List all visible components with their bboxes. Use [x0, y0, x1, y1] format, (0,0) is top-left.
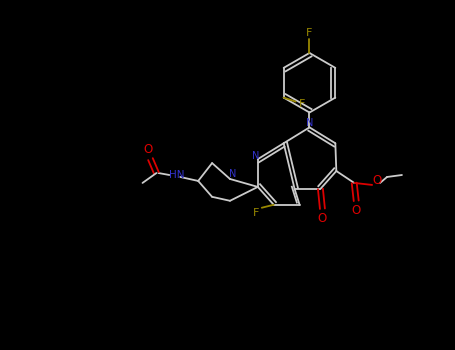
- Text: F: F: [299, 99, 306, 108]
- Text: N: N: [252, 151, 259, 161]
- Text: O: O: [144, 143, 153, 156]
- Text: F: F: [253, 208, 259, 218]
- Text: N: N: [229, 169, 237, 179]
- Text: O: O: [352, 204, 361, 217]
- Text: O: O: [373, 174, 382, 188]
- Text: O: O: [318, 212, 327, 225]
- Text: F: F: [306, 28, 313, 38]
- Text: HN: HN: [168, 170, 184, 180]
- Text: N: N: [306, 118, 313, 128]
